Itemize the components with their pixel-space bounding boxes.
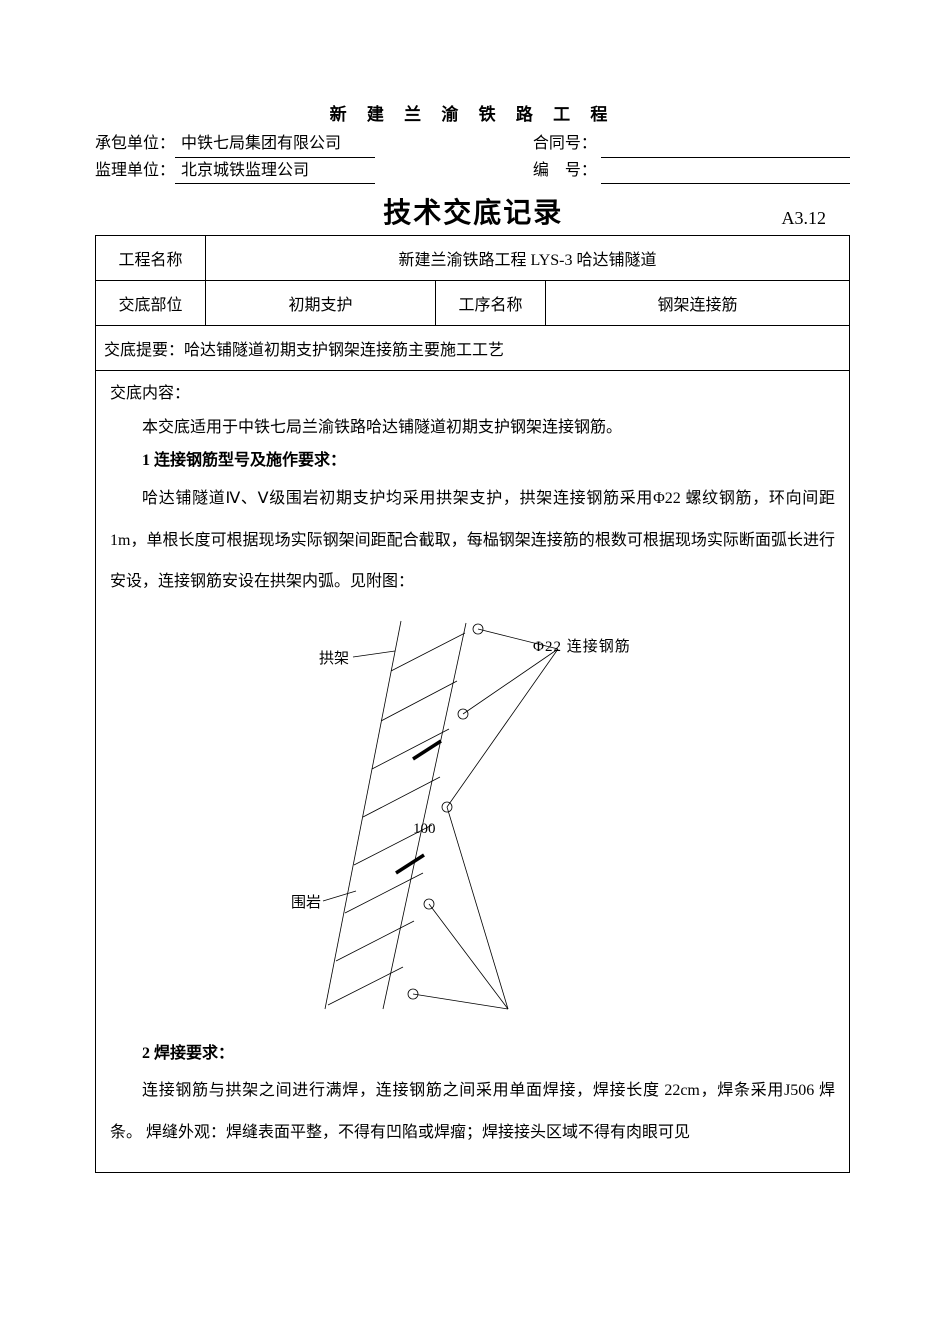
supervisor-label: 监理单位： — [95, 158, 175, 185]
contractor-label: 承包单位： — [95, 131, 175, 158]
process-label: 工序名称 — [436, 281, 546, 326]
doc-title-row: 技术交底记录 A3.12 — [95, 191, 850, 231]
project-name-value: 新建兰渝铁路工程 LYS-3 哈达铺隧道 — [206, 236, 850, 281]
content-box: 交底内容： 本交底适用于中铁七局兰渝铁路哈达铺隧道初期支护钢架连接钢筋。 1 连… — [95, 371, 850, 1172]
serial-label: 编 号： — [533, 158, 597, 185]
doc-code: A3.12 — [782, 208, 851, 231]
intro-text: 本交底适用于中铁七局兰渝铁路哈达铺隧道初期支护钢架连接钢筋。 — [110, 411, 835, 445]
process-value: 钢架连接筋 — [546, 281, 850, 326]
section-2-head: 2 焊接要求： — [110, 1037, 835, 1071]
content-label: 交底内容： — [110, 377, 835, 411]
section-1-body: 哈达铺隧道Ⅳ、Ⅴ级围岩初期支护均采用拱架支护，拱架连接钢筋采用Φ22 螺纹钢筋，… — [110, 478, 835, 603]
section-2-body: 连接钢筋与拱架之间进行满焊，连接钢筋之间采用单面焊接，焊接长度 22cm，焊条采… — [110, 1070, 835, 1153]
contract-no-blank — [601, 131, 850, 158]
summary-text: 哈达铺隧道初期支护钢架连接筋主要施工工艺 — [184, 342, 504, 359]
location-label: 交底部位 — [96, 281, 206, 326]
contractor-row: 承包单位： 中铁七局集团有限公司 合同号： — [95, 131, 850, 158]
svg-text:拱架: 拱架 — [319, 650, 349, 667]
diagram-container: 拱架 Φ22 连接钢筋围岩 100 — [110, 611, 835, 1031]
supervisor-row: 监理单位： 北京城铁监理公司 编 号： — [95, 158, 850, 185]
summary-cell: 交底提要：哈达铺隧道初期支护钢架连接筋主要施工工艺 — [96, 326, 850, 371]
serial-blank — [601, 158, 850, 185]
location-value: 初期支护 — [206, 281, 436, 326]
supervisor-value: 北京城铁监理公司 — [175, 158, 375, 185]
info-table: 工程名称 新建兰渝铁路工程 LYS-3 哈达铺隧道 交底部位 初期支护 工序名称… — [95, 235, 850, 371]
section-1-head: 1 连接钢筋型号及施作要求： — [110, 444, 835, 478]
doc-title: 技术交底记录 — [165, 191, 782, 231]
svg-text:Φ22 连接钢筋: Φ22 连接钢筋 — [533, 638, 631, 655]
diagram: 拱架 Φ22 连接钢筋围岩 100 — [273, 611, 673, 1031]
svg-text:100: 100 — [413, 821, 436, 837]
summary-label: 交底提要： — [104, 342, 184, 359]
contract-no-label: 合同号： — [533, 131, 597, 158]
project-title: 新 建 兰 渝 铁 路 工 程 — [95, 100, 850, 125]
contractor-value: 中铁七局集团有限公司 — [175, 131, 375, 158]
project-name-label: 工程名称 — [96, 236, 206, 281]
svg-text:围岩: 围岩 — [291, 894, 321, 911]
